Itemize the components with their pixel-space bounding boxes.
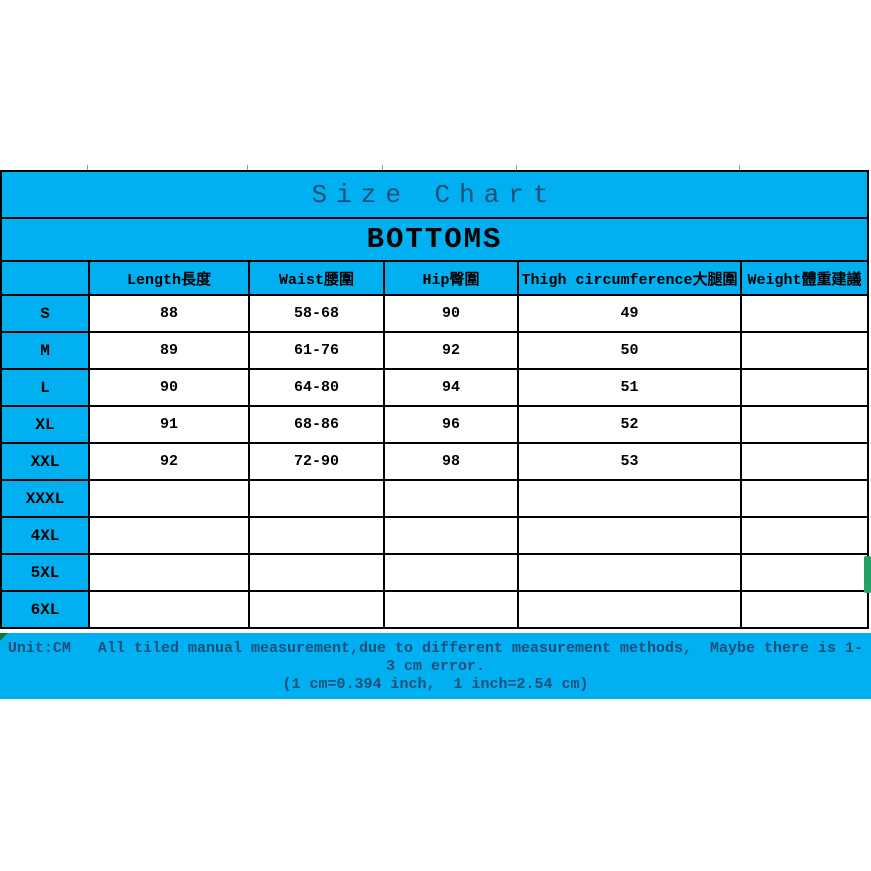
table-row: XXXL <box>0 479 870 518</box>
table-row: 5XL <box>0 553 870 592</box>
gridline-tick <box>87 165 88 171</box>
length-cell <box>88 479 250 518</box>
note-line-2: 3 cm error. <box>385 658 486 675</box>
thigh-cell: 50 <box>517 331 742 370</box>
table-row: 4XL <box>0 516 870 555</box>
hip-cell: 92 <box>383 331 519 370</box>
hip-cell: 94 <box>383 368 519 407</box>
table-row: L 90 64-80 94 51 <box>0 368 870 407</box>
thigh-cell <box>517 590 742 629</box>
size-label-cell: XXXL <box>0 479 90 518</box>
length-cell: 88 <box>88 294 250 333</box>
thigh-cell: 52 <box>517 405 742 444</box>
length-cell <box>88 516 250 555</box>
size-label-cell: XXL <box>0 442 90 481</box>
waist-cell: 58-68 <box>248 294 385 333</box>
size-label-cell: L <box>0 368 90 407</box>
size-label-cell: 5XL <box>0 553 90 592</box>
column-header-hip: Hip臀圍 <box>383 260 519 296</box>
column-header-weight: Weight體重建議 <box>739 260 870 296</box>
waist-cell <box>248 590 385 629</box>
length-cell: 90 <box>88 368 250 407</box>
length-cell: 91 <box>88 405 250 444</box>
weight-cell <box>739 479 870 518</box>
weight-cell <box>739 368 870 407</box>
size-label-cell: 6XL <box>0 590 90 629</box>
waist-cell: 64-80 <box>248 368 385 407</box>
weight-cell <box>739 442 870 481</box>
green-corner-triangle <box>0 633 8 641</box>
length-cell: 89 <box>88 331 250 370</box>
weight-cell <box>739 331 870 370</box>
column-header-size <box>0 260 90 296</box>
length-cell <box>88 553 250 592</box>
weight-cell <box>739 405 870 444</box>
thigh-cell <box>517 479 742 518</box>
size-label-cell: XL <box>0 405 90 444</box>
column-header-waist: Waist腰圍 <box>248 260 385 296</box>
green-highlight-bar <box>864 556 871 593</box>
table-row: 6XL <box>0 590 870 629</box>
weight-cell <box>739 553 870 592</box>
thigh-cell <box>517 516 742 555</box>
thigh-cell: 51 <box>517 368 742 407</box>
chart-title: Size Chart <box>0 170 870 219</box>
waist-cell: 72-90 <box>248 442 385 481</box>
hip-cell <box>383 516 519 555</box>
weight-cell <box>739 516 870 555</box>
waist-cell <box>248 479 385 518</box>
hip-cell: 98 <box>383 442 519 481</box>
thigh-cell <box>517 553 742 592</box>
gridline-tick <box>247 165 248 171</box>
waist-cell: 68-86 <box>248 405 385 444</box>
size-label-cell: S <box>0 294 90 333</box>
length-cell: 92 <box>88 442 250 481</box>
length-cell <box>88 590 250 629</box>
waist-cell <box>248 553 385 592</box>
note-line-1: Unit:CM All tiled manual measurement,due… <box>7 640 864 657</box>
note-line-3: (1 cm=0.394 inch, 1 inch=2.54 cm) <box>282 676 589 693</box>
waist-cell: 61-76 <box>248 331 385 370</box>
table-row: S 88 58-68 90 49 <box>0 294 870 333</box>
waist-cell <box>248 516 385 555</box>
column-header-length: Length長度 <box>88 260 250 296</box>
thigh-cell: 49 <box>517 294 742 333</box>
gridline-tick <box>516 165 517 171</box>
gridline-tick <box>382 165 383 171</box>
measurement-note: Unit:CM All tiled manual measurement,due… <box>0 633 871 699</box>
size-label-cell: M <box>0 331 90 370</box>
hip-cell <box>383 479 519 518</box>
table-row: M 89 61-76 92 50 <box>0 331 870 370</box>
hip-cell <box>383 590 519 629</box>
thigh-cell: 53 <box>517 442 742 481</box>
table-header-row: Length長度 Waist腰圍 Hip臀圍 Thigh circumferen… <box>0 260 870 296</box>
size-label-cell: 4XL <box>0 516 90 555</box>
size-chart-table: Size Chart BOTTOMS Length長度 Waist腰圍 Hip臀… <box>0 170 870 629</box>
table-row: XL 91 68-86 96 52 <box>0 405 870 444</box>
weight-cell <box>739 294 870 333</box>
hip-cell: 90 <box>383 294 519 333</box>
gridline-tick <box>739 165 740 171</box>
hip-cell <box>383 553 519 592</box>
weight-cell <box>739 590 870 629</box>
column-header-thigh: Thigh circumference大腿圍 <box>517 260 742 296</box>
chart-subtitle: BOTTOMS <box>0 217 870 262</box>
table-row: XXL 92 72-90 98 53 <box>0 442 870 481</box>
hip-cell: 96 <box>383 405 519 444</box>
